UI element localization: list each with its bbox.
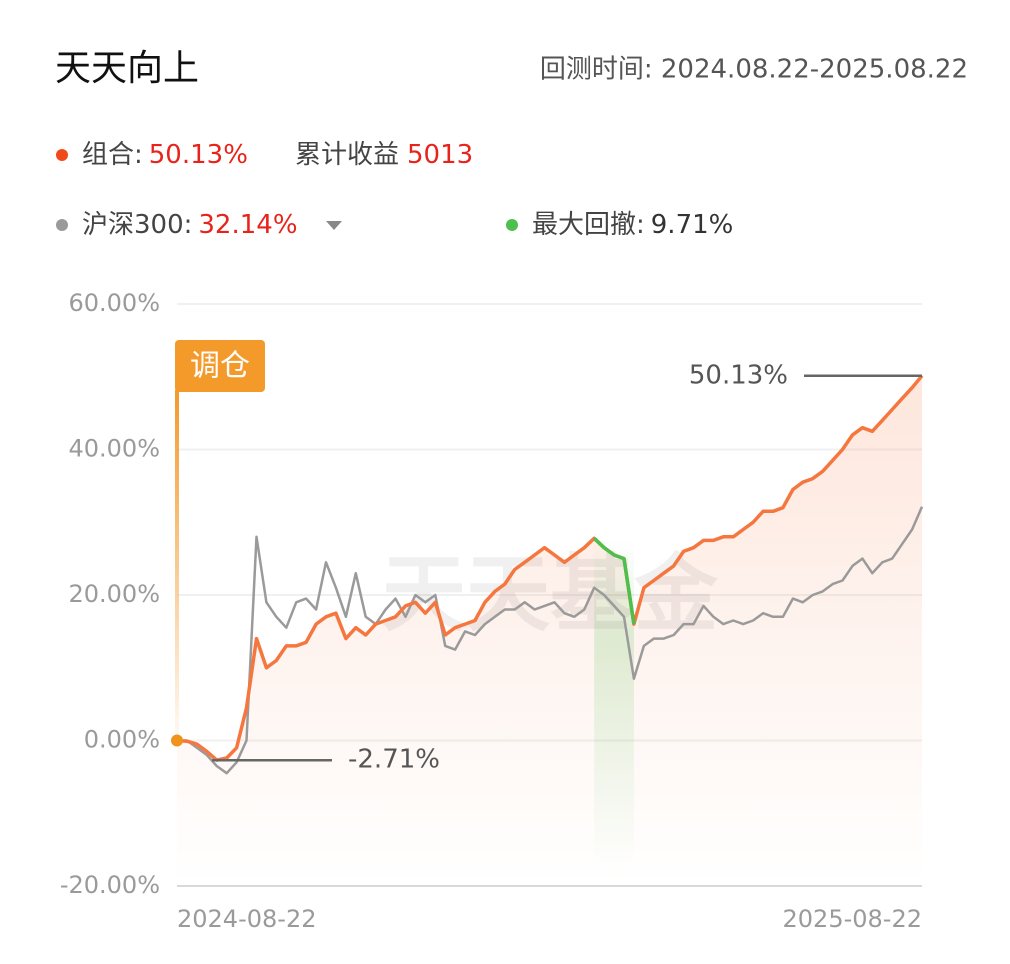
- dropdown-arrow[interactable]: [326, 221, 342, 230]
- stat: 累计收益 5013: [295, 140, 473, 170]
- rebalance-bar: [175, 390, 179, 741]
- drawdown-band: [594, 540, 634, 870]
- chart: -20.00% 0.00% 20.00% 40.00% 60.00% 2024-08-22…: [60, 289, 924, 933]
- stat-value: 5013: [407, 140, 473, 170]
- stat-value: 32.14%: [198, 210, 297, 240]
- stat-label: 累计收益: [295, 140, 399, 170]
- stat-label: 最大回撤:: [532, 210, 645, 240]
- y-tick-label: 20.00%: [68, 580, 160, 608]
- watermark: 天天基金: [382, 545, 719, 643]
- series-line: [592, 537, 636, 625]
- stat-value: 9.71%: [651, 210, 734, 240]
- legend-dot: [56, 219, 68, 231]
- annotation-label: -2.71%: [348, 745, 440, 775]
- title: 天天向上: [55, 48, 199, 89]
- stat: 沪深300: 32.14%: [82, 210, 298, 240]
- y-tick-label: -20.00%: [60, 871, 160, 899]
- x-tick-label: 2024-08-22: [177, 905, 316, 933]
- x-tick-label: 2025-08-22: [783, 905, 922, 933]
- stat-value: 50.13%: [149, 140, 248, 170]
- y-tick-label: 0.00%: [84, 726, 160, 754]
- stat-label: 沪深300:: [82, 210, 192, 240]
- y-tick-label: 40.00%: [68, 435, 160, 463]
- legend-dot: [506, 219, 518, 231]
- rebalance-label: 调仓: [190, 349, 250, 384]
- stat: 最大回撤: 9.71%: [532, 210, 733, 240]
- legend-dot: [56, 149, 68, 161]
- stat-label: 组合:: [82, 140, 143, 170]
- annotation-label: 50.13%: [689, 360, 788, 390]
- rebalance-tag: [175, 340, 265, 392]
- series-line: [177, 506, 924, 775]
- y-tick-label: 60.00%: [68, 289, 160, 317]
- period: 回测时间: 2024.08.22-2025.08.22: [540, 55, 968, 85]
- series-line: [176, 374, 924, 762]
- start-dot: [171, 734, 183, 747]
- stat: 组合: 50.13%: [82, 140, 248, 170]
- area: [177, 375, 922, 886]
